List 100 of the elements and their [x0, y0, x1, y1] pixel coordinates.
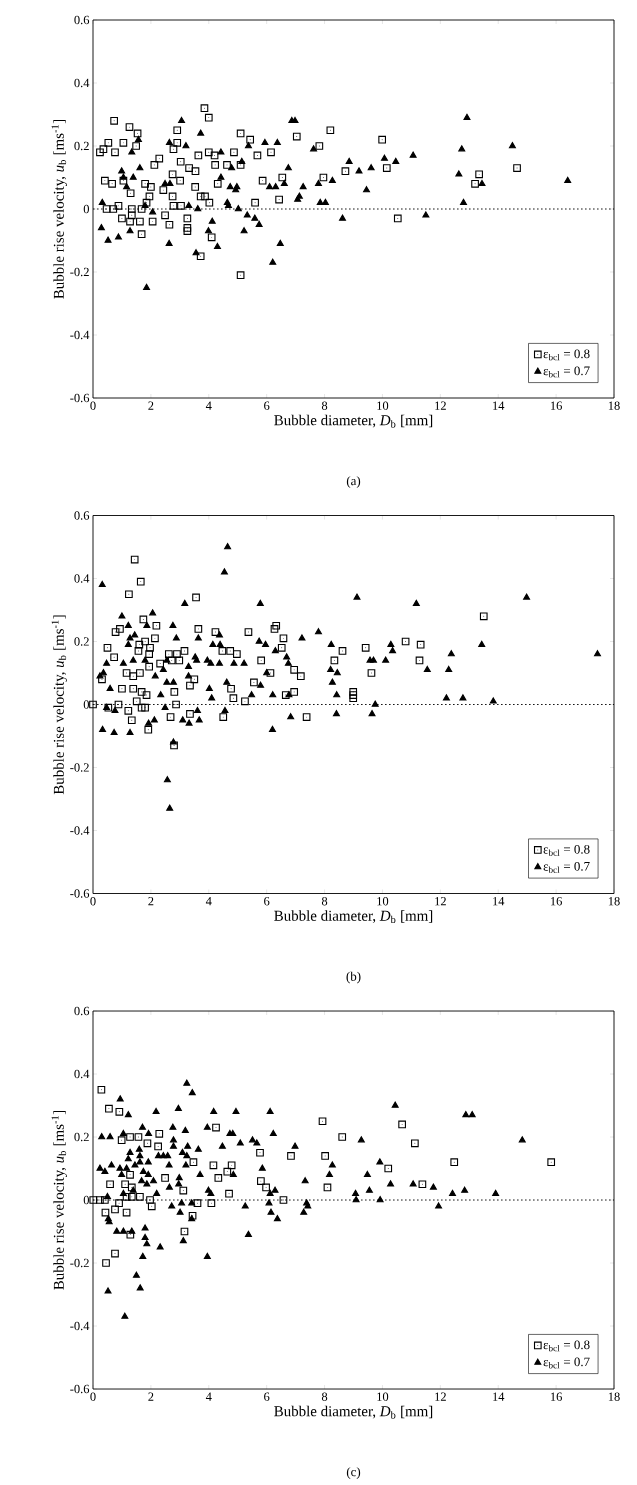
- x-tick-label: 18: [608, 1392, 620, 1401]
- point: [155, 1130, 164, 1138]
- y-tick-label: 0: [83, 204, 89, 214]
- point: [318, 1117, 327, 1126]
- legend-label: ε$_{bcl}$ = 0.7: [543, 366, 590, 378]
- legend-label: ε$_{bcl}$ = 0.7: [543, 1357, 590, 1369]
- x-tick-label: 12: [435, 401, 446, 410]
- point: [450, 1158, 459, 1167]
- point: [154, 1142, 162, 1151]
- y-tick-label: 0.2: [74, 637, 89, 646]
- y-tick-label: -0.6: [70, 889, 90, 898]
- y-axis-title: Bubble rise velocity, u$_{b}$ [ms$^{-1}$]: [51, 119, 67, 299]
- x-tick-label: 14: [493, 1392, 505, 1401]
- y-tick-label: -0.6: [70, 393, 90, 403]
- point: [179, 1186, 188, 1195]
- point: [338, 1133, 347, 1141]
- x-axis-title: Bubble diameter, D$_{b}$ [mm]: [274, 1405, 433, 1419]
- y-tick-label: -0.6: [70, 1384, 90, 1394]
- y-tick-label: -0.2: [70, 267, 89, 277]
- point: [115, 1199, 123, 1208]
- x-tick-label: 6: [264, 897, 270, 906]
- text: (b): [346, 971, 361, 984]
- point: [147, 1202, 156, 1211]
- x-tick-label: 16: [550, 1392, 562, 1401]
- y-tick-label: 0.6: [74, 511, 90, 520]
- point: [105, 1104, 113, 1113]
- y-tick-label: -0.2: [70, 763, 89, 772]
- x-tick-label: 12: [435, 897, 446, 906]
- point: [223, 1167, 232, 1176]
- text: (a): [346, 476, 361, 488]
- x-axis-title: Bubble diameter, D$_{b}$ [mm]: [274, 910, 433, 924]
- point: [227, 1161, 236, 1170]
- point: [115, 1107, 124, 1116]
- x-tick-label: 8: [321, 1392, 328, 1401]
- point: [323, 1183, 332, 1192]
- y-tick-label: -0.2: [70, 1258, 89, 1268]
- x-tick-label: 10: [377, 897, 389, 906]
- y-tick-label: 0.4: [74, 574, 90, 583]
- point: [193, 1199, 202, 1208]
- point: [89, 1196, 98, 1204]
- y-tick-label: -0.4: [70, 330, 90, 340]
- point: [127, 1193, 136, 1201]
- legend-label: ε$_{bcl}$ = 0.8: [543, 1340, 590, 1352]
- y-tick-label: 0.6: [74, 1006, 90, 1016]
- x-tick-label: 2: [148, 1392, 154, 1401]
- point: [122, 1193, 131, 1201]
- legend-label: ε$_{bcl}$ = 0.7: [543, 862, 590, 873]
- point: [97, 1085, 106, 1094]
- x-tick-label: 12: [435, 1392, 446, 1401]
- point: [262, 1183, 270, 1192]
- x-tick-label: 8: [321, 897, 328, 906]
- point: [418, 1180, 427, 1189]
- x-tick-label: 4: [205, 1392, 212, 1401]
- y-tick-label: 0.2: [74, 1132, 89, 1142]
- x-tick-label: 2: [148, 401, 154, 410]
- x-tick-label: 4: [205, 897, 212, 906]
- y-tick-label: 0: [83, 700, 89, 709]
- point: [214, 1174, 223, 1182]
- point: [106, 1180, 114, 1189]
- point: [279, 1196, 288, 1204]
- x-axis-title: Bubble diameter, D$_{b}$ [mm]: [274, 414, 433, 428]
- point: [207, 1199, 216, 1208]
- x-tick-label: 4: [205, 401, 212, 410]
- point: [384, 1164, 393, 1173]
- x-tick-label: 8: [321, 401, 328, 410]
- y-tick-label: 0.4: [74, 1069, 90, 1079]
- point: [111, 1205, 119, 1214]
- x-tick-label: 2: [148, 897, 154, 906]
- point: [212, 1123, 220, 1132]
- point: [122, 1208, 131, 1217]
- x-tick-label: 6: [264, 1392, 270, 1401]
- legend-label: ε$_{bcl}$ = 0.8: [543, 349, 590, 361]
- point: [117, 1136, 126, 1145]
- x-tick-label: 0: [90, 897, 96, 906]
- point: [180, 1227, 189, 1236]
- point: [225, 1189, 233, 1198]
- text: (c): [346, 1467, 361, 1479]
- point: [547, 1158, 556, 1167]
- y-tick-label: 0: [83, 1195, 89, 1205]
- y-tick-label: -0.4: [70, 826, 90, 835]
- point: [256, 1148, 264, 1157]
- point: [209, 1161, 218, 1170]
- x-tick-label: 10: [377, 401, 389, 410]
- point: [101, 1208, 110, 1217]
- point: [189, 1158, 198, 1167]
- point: [111, 1249, 119, 1258]
- x-tick-label: 14: [493, 401, 505, 410]
- y-axis-title: Bubble rise velocity, u$_{b}$ [ms$^{-1}$]: [51, 615, 67, 795]
- x-tick-label: 16: [550, 897, 562, 906]
- legend-label: ε$_{bcl}$ = 0.8: [543, 844, 590, 856]
- x-tick-label: 18: [608, 401, 620, 410]
- x-tick-label: 18: [608, 897, 620, 906]
- y-tick-label: 0.2: [74, 141, 89, 151]
- x-tick-label: 6: [264, 401, 270, 410]
- point: [143, 1139, 152, 1148]
- x-tick-label: 0: [90, 401, 96, 410]
- x-tick-label: 14: [493, 897, 505, 906]
- y-tick-label: 0.6: [74, 15, 90, 25]
- point: [121, 1180, 129, 1189]
- point: [398, 1120, 406, 1129]
